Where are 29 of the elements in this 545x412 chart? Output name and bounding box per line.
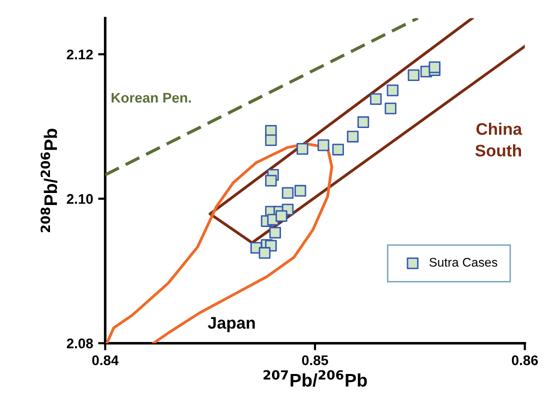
point: [276, 210, 288, 222]
series-label: Japan: [208, 317, 255, 332]
point: [332, 144, 344, 156]
point: [318, 139, 330, 152]
point: [408, 69, 420, 82]
x-tick-label: 0.84: [92, 355, 119, 366]
point: [386, 84, 398, 96]
series-label: China South: [475, 122, 522, 157]
point: [265, 174, 277, 187]
point: [357, 116, 370, 128]
x-tick-label: 0.86: [512, 355, 538, 366]
point: [282, 187, 294, 199]
x-tick-label: 0.85: [302, 355, 328, 366]
point: [269, 226, 281, 239]
point: [428, 61, 440, 74]
point: [258, 247, 270, 259]
point: [370, 93, 382, 105]
y-axis-title: $^{208}$Pb/$^{206}$Pb: [40, 128, 58, 232]
y-tick-label: 2.10: [66, 194, 93, 204]
point: [384, 102, 396, 114]
x-axis-title: $^{207}$Pb/$^{206}$Pb: [264, 370, 367, 387]
point: [265, 134, 277, 146]
y-tick-label: 2.08: [66, 338, 93, 348]
series-label: Korean Pen.: [112, 93, 191, 103]
legend-label: Sutra Cases: [429, 258, 498, 267]
point: [294, 184, 306, 197]
y-tick-label: 2.12: [66, 50, 93, 60]
point: [296, 143, 308, 155]
point: [346, 130, 359, 142]
